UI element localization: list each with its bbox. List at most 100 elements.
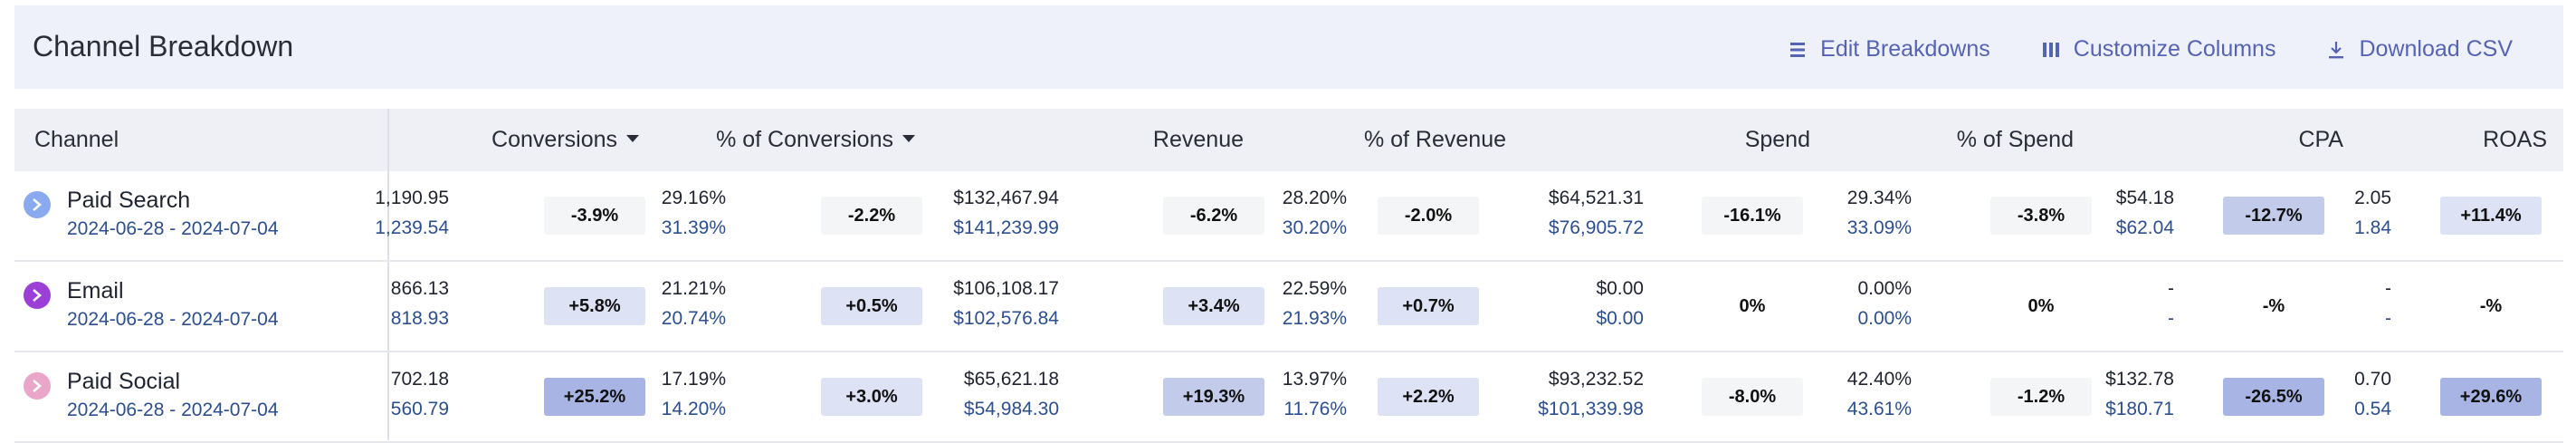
channel-expand-icon[interactable] [24,282,51,309]
channel-date-range: 2024-06-28 - 2024-07-04 [67,218,279,239]
column-header-pct-spend[interactable]: % of Spend [1956,127,2074,152]
metric-previous-value: $180.71 [2105,399,2174,419]
metric-change-badge: +5.8% [544,287,645,325]
metric-current-value: $54.18 [2115,188,2174,208]
metric-previous-value: $101,339.98 [1538,399,1644,419]
metric-current-value: $106,108.17 [953,278,1059,299]
metric-previous-value: 1,239.54 [375,217,449,238]
metric-previous-value: $76,905.72 [1548,217,1644,238]
metric-change-badge: +0.7% [1378,287,1479,325]
metric-previous-value: 14.20% [661,399,726,419]
metric-current-value: 21.21% [661,278,726,299]
metric-change-badge: +29.6% [2440,378,2542,416]
metric-previous-value: 33.09% [1846,217,1912,238]
edit-breakdowns-button[interactable]: Edit Breakdowns [1788,36,1990,63]
metric-current-value: 28.20% [1282,188,1347,208]
column-header-spend[interactable]: Spend [1744,127,1810,152]
table-row[interactable]: Email 2024-06-28 - 2024-07-04 866.13 818.93… [14,262,2563,352]
metric-change-badge: +0.5% [821,287,922,325]
metric-change-badge: -2.0% [1378,197,1479,235]
metric-previous-value: 21.93% [1282,308,1347,329]
metric-change-badge: -2.2% [821,197,922,235]
column-header-revenue[interactable]: Revenue [1152,127,1244,152]
metric-previous-value: 20.74% [661,308,726,329]
metric-change-badge: -8.0% [1702,378,1803,416]
channel-name: Paid Search [67,188,191,213]
metric-current-value: 0.70 [2354,369,2391,390]
metric-current-value: 29.16% [661,188,726,208]
page-header: Channel Breakdown Edit Breakdowns Custom… [14,5,2563,89]
metric-previous-value: $141,239.99 [953,217,1059,238]
metric-change-badge: -16.1% [1702,197,1803,235]
metric-current-value: 702.18 [390,369,449,390]
metric-previous-value: 1.84 [2354,217,2391,238]
metric-current-value: $0.00 [1596,278,1644,299]
column-divider [387,109,389,440]
metric-current-value: 42.40% [1846,369,1912,390]
metric-current-value: $132,467.94 [953,188,1059,208]
column-header-conversions[interactable]: Conversions [491,109,639,171]
column-header-channel[interactable]: Channel [34,127,119,152]
metric-change-badge: +19.3% [1163,378,1264,416]
metric-change-badge: +2.2% [1378,378,1479,416]
metric-change-badge: -3.8% [1990,197,2092,235]
column-header-pct-conversions[interactable]: % of Conversions [716,109,915,171]
metric-current-value: - [2385,278,2391,299]
metric-previous-value: $62.04 [2115,217,2174,238]
column-header-roas[interactable]: ROAS [2483,127,2547,152]
column-header-cpa[interactable]: CPA [2298,127,2343,152]
channel-name: Paid Social [67,369,181,394]
channel-name: Email [67,278,124,303]
customize-columns-label: Customize Columns [2073,36,2276,62]
metric-current-value: 866.13 [390,278,449,299]
download-csv-label: Download CSV [2359,36,2513,62]
table-header: Channel Conversions % of Conversions Rev… [14,109,2563,171]
metric-previous-value: $102,576.84 [953,308,1059,329]
metric-previous-value: 560.79 [390,399,449,419]
header-actions: Edit Breakdowns Customize Columns Downlo… [1788,36,2513,63]
download-csv-button[interactable]: Download CSV [2326,36,2513,63]
sort-caret-icon [626,135,639,143]
metric-previous-value: - [2385,308,2391,329]
metric-current-value: 2.05 [2354,188,2391,208]
metric-change-badge: -% [2479,296,2503,316]
metric-previous-value: $0.00 [1596,308,1644,329]
metric-previous-value: $54,984.30 [963,399,1059,419]
metric-change-badge: +25.2% [544,378,645,416]
metric-previous-value: 30.20% [1282,217,1347,238]
metric-change-badge: -1.2% [1990,378,2092,416]
metric-change-badge: -26.5% [2223,378,2324,416]
metric-current-value: $64,521.31 [1548,188,1644,208]
metric-change-badge: -12.7% [2223,197,2324,235]
column-header-pct-revenue[interactable]: % of Revenue [1363,127,1506,152]
table-body: Paid Search 2024-06-28 - 2024-07-04 1,190.… [14,171,2563,443]
metric-change-badge: -3.9% [544,197,645,235]
metric-change-badge: +3.4% [1163,287,1264,325]
chevron-right-icon [33,380,42,392]
metric-current-value: - [2168,278,2174,299]
metric-change-badge: 0% [1739,296,1766,316]
table-row[interactable]: Paid Social 2024-06-28 - 2024-07-04 702.18… [14,352,2563,443]
metric-previous-value: 0.54 [2354,399,2391,419]
metric-previous-value: 11.76% [1283,399,1347,419]
metric-previous-value: 43.61% [1846,399,1912,419]
metric-current-value: 17.19% [661,369,726,390]
customize-columns-button[interactable]: Customize Columns [2041,36,2276,63]
channel-expand-icon[interactable] [24,372,51,400]
download-icon [2329,41,2344,58]
metric-previous-value: 818.93 [390,308,449,329]
metric-current-value: 0.00% [1857,278,1912,299]
channel-table: Channel Conversions % of Conversions Rev… [14,109,2563,443]
columns-icon [2042,42,2059,57]
channel-expand-icon[interactable] [24,191,51,218]
metric-current-value: 22.59% [1282,278,1347,299]
metric-change-badge: 0% [2027,296,2055,316]
metric-current-value: 29.34% [1846,188,1912,208]
metric-change-badge: +3.0% [821,378,922,416]
metric-current-value: $65,621.18 [963,369,1059,390]
table-row[interactable]: Paid Search 2024-06-28 - 2024-07-04 1,190.… [14,171,2563,262]
metric-current-value: 1,190.95 [375,188,449,208]
chevron-right-icon [33,198,42,211]
chevron-right-icon [33,289,42,302]
sort-caret-icon [902,135,915,143]
